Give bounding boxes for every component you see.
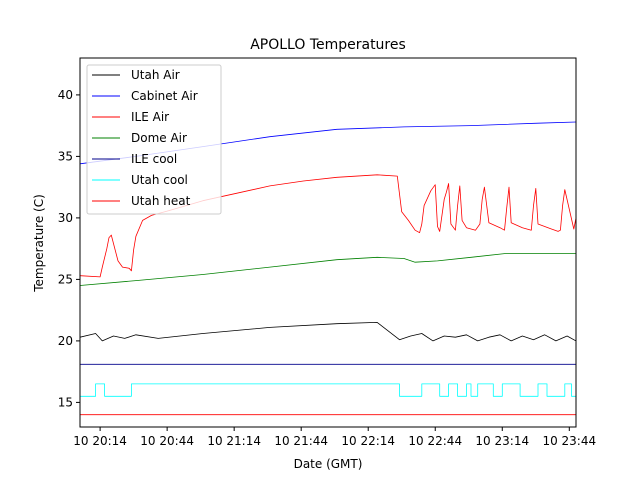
y-tick-label: 30 (58, 211, 73, 225)
legend-box (86, 64, 222, 215)
series-line-dome-air (80, 253, 576, 286)
legend-label-ile-air: ILE Air (131, 110, 169, 124)
y-axis-label: Temperature (C) (32, 194, 46, 293)
legend-label-dome-air: Dome Air (131, 131, 187, 145)
chart-title: APOLLO Temperatures (250, 37, 406, 53)
legend: Utah Air Cabinet Air ILE Air Dome Air ILE co… (86, 64, 222, 215)
legend-label-utah-heat: Utah heat (131, 194, 191, 208)
x-tick-label: 10 20:44 (140, 434, 194, 448)
y-tick-label: 15 (58, 395, 73, 409)
series-line-utah-air (80, 321, 576, 342)
x-tick-label: 10 21:44 (274, 434, 328, 448)
legend-label-cabinet-air: Cabinet Air (131, 89, 198, 103)
x-tick-label: 10 23:44 (542, 434, 596, 448)
series-line-utah-cool (80, 383, 576, 397)
legend-label-ile-cool: ILE cool (131, 152, 177, 166)
series-line-ile-air (80, 174, 576, 278)
axis-layer: 15 20 25 30 35 40 10 20:14 10 20:44 10 21:14 10 2… (58, 88, 596, 448)
plot-frame (79, 57, 577, 428)
x-tick-label: 10 20:14 (73, 434, 127, 448)
x-axis-label: Date (GMT) (294, 457, 363, 471)
x-tick-label: 10 23:14 (475, 434, 529, 448)
y-tick-label: 20 (58, 334, 73, 348)
x-tick-label: 10 22:14 (341, 434, 395, 448)
legend-label-utah-cool: Utah cool (131, 173, 188, 187)
y-tick-label: 40 (58, 88, 73, 102)
x-tick-label: 10 21:14 (207, 434, 261, 448)
x-tick-label: 10 22:44 (408, 434, 462, 448)
y-tick-label: 25 (58, 272, 73, 286)
legend-label-utah-air: Utah Air (131, 68, 180, 82)
y-tick-label: 35 (58, 149, 73, 163)
